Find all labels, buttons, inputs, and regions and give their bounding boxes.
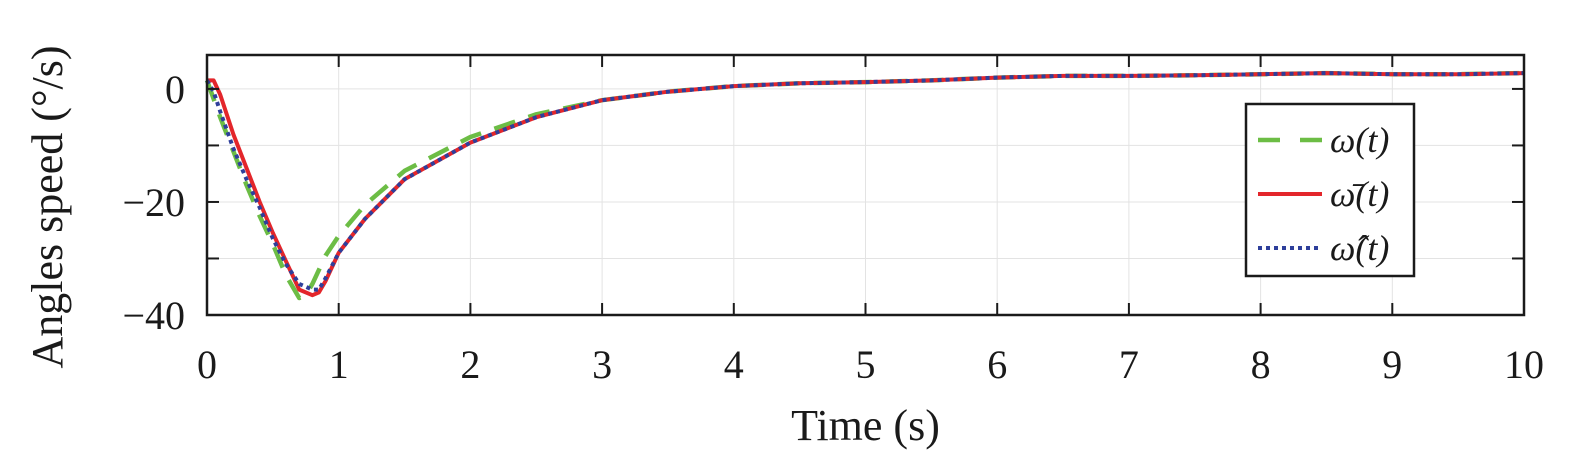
y-tick-labels: 0 −20 −40 <box>122 67 185 338</box>
legend-items: ω(t) ω̄(t) ω̂(t) <box>1258 120 1389 268</box>
y-tick-label: −20 <box>122 180 185 225</box>
x-tick-label: 5 <box>856 342 876 387</box>
series-line-3 <box>205 71 1525 292</box>
ticks <box>206 55 1525 315</box>
x-axis-label: Time (s) <box>791 401 940 450</box>
x-tick-label: 4 <box>724 342 744 387</box>
x-tick-label: 3 <box>592 342 612 387</box>
x-tick-label: 7 <box>1119 342 1139 387</box>
x-tick-labels: 0 1 2 3 4 5 6 7 8 9 10 <box>197 342 1544 387</box>
x-tick-label: 0 <box>197 342 217 387</box>
x-tick-label: 2 <box>460 342 480 387</box>
y-axis-label: Angles speed (°/s) <box>23 45 72 368</box>
legend-label-3: ω̂(t) <box>1330 228 1389 268</box>
x-tick-label: 9 <box>1382 342 1402 387</box>
x-tick-label: 8 <box>1251 342 1271 387</box>
legend-label-1: ω(t) <box>1330 120 1389 160</box>
x-tick-label: 1 <box>329 342 349 387</box>
y-tick-label: 0 <box>165 67 185 112</box>
series-layer <box>204 70 1525 301</box>
x-tick-label: 10 <box>1504 342 1544 387</box>
legend: ω(t) ω̄(t) ω̂(t) <box>1244 102 1416 278</box>
x-tick-label: 6 <box>987 342 1007 387</box>
legend-label-2: ω̄(t) <box>1330 174 1389 214</box>
y-tick-label: −40 <box>122 293 185 338</box>
